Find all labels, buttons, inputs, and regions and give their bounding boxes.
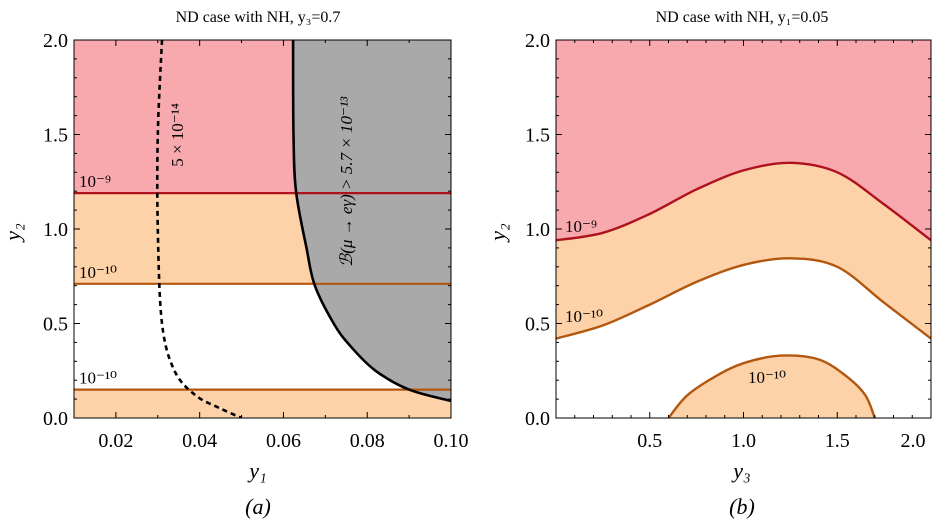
- panel-a-title: ND case with NH, y₃=0.7: [176, 9, 341, 26]
- y-tick-label: 2.0: [43, 30, 68, 52]
- x-tick-label: 0.5: [637, 430, 662, 452]
- x-tick-label: 0.02: [98, 430, 133, 452]
- x-tick-label: 1.0: [731, 430, 756, 452]
- y-tick-label: 1.0: [525, 219, 550, 241]
- panel-a-regions: [74, 40, 451, 418]
- panel-b-ylabel: y₂: [485, 223, 510, 243]
- y-tick-label: 1.5: [43, 125, 68, 147]
- excluded-region: [293, 40, 451, 401]
- y-tick-label: 1.0: [43, 219, 68, 241]
- y-tick-label: 0.5: [43, 314, 68, 336]
- label-5e-14: 5 × 10⁻¹⁴: [168, 103, 187, 167]
- label-excluded: ℬ(μ → eγ) > 5.7 × 10⁻¹³: [337, 96, 356, 267]
- y-tick-label: 1.5: [525, 125, 550, 147]
- panel-a-plot: 10⁻⁹ 10⁻¹⁰ 10⁻¹⁰ 5 × 10⁻¹⁴ ℬ(μ → eγ) > 5.7 ×…: [43, 30, 469, 452]
- x-tick-label: 0.08: [350, 430, 385, 452]
- x-tick-label: 2.0: [901, 430, 926, 452]
- panel-a: ND case with NH, y₃=0.7 10⁻⁹ 10⁻¹⁰ 10⁻¹⁰ 5 …: [0, 9, 469, 519]
- label-1e-10-lower: 10⁻¹⁰: [748, 368, 786, 387]
- panel-b-title: ND case with NH, y₁=0.05: [656, 9, 829, 26]
- contour-line-1e-9: [556, 161, 931, 242]
- excluded-boundary: [291, 40, 451, 403]
- panel-a-xlabel: y₁: [247, 458, 266, 483]
- region-peach-bottom: [668, 355, 875, 418]
- label-1e-9: 10⁻⁹: [565, 217, 597, 236]
- panel-b-regions: [556, 40, 931, 418]
- x-tick-label: 1.5: [825, 430, 850, 452]
- x-tick-label: 0.04: [182, 430, 217, 452]
- x-tick-label: 0.10: [434, 430, 469, 452]
- region-peach-lower: [74, 389, 451, 418]
- label-1e-9: 10⁻⁹: [79, 172, 111, 191]
- y-tick-label: 0.5: [525, 314, 550, 336]
- dashed-contour-5e-14: [155, 40, 243, 418]
- label-1e-10-upper: 10⁻¹⁰: [565, 307, 603, 326]
- panel-b: ND case with NH, y₁=0.05 10⁻⁹ 10⁻¹⁰ 10⁻¹⁰ 0…: [485, 9, 932, 519]
- label-1e-10-lower: 10⁻¹⁰: [79, 369, 117, 388]
- label-1e-10-upper: 10⁻¹⁰: [79, 263, 117, 282]
- contour-line-1e-10-lower: [667, 354, 876, 418]
- y-tick-label: 0.0: [525, 408, 550, 430]
- panel-b-caption: (b): [729, 494, 755, 519]
- panel-b-xlabel: y₃: [731, 458, 750, 483]
- panel-a-ylabel: y₂: [0, 223, 25, 243]
- panel-b-plot: 10⁻⁹ 10⁻¹⁰ 10⁻¹⁰ 0.5 1.0 1.5 2.0 0.0 0.5 1.0 1.5 2.…: [525, 30, 932, 452]
- y-tick-label: 2.0: [525, 30, 550, 52]
- y-tick-label: 0.0: [43, 408, 68, 430]
- panel-a-caption: (a): [245, 494, 271, 519]
- x-tick-label: 0.06: [266, 430, 301, 452]
- contour-line-1e-10-upper: [556, 257, 931, 340]
- region-peach-band: [556, 162, 931, 339]
